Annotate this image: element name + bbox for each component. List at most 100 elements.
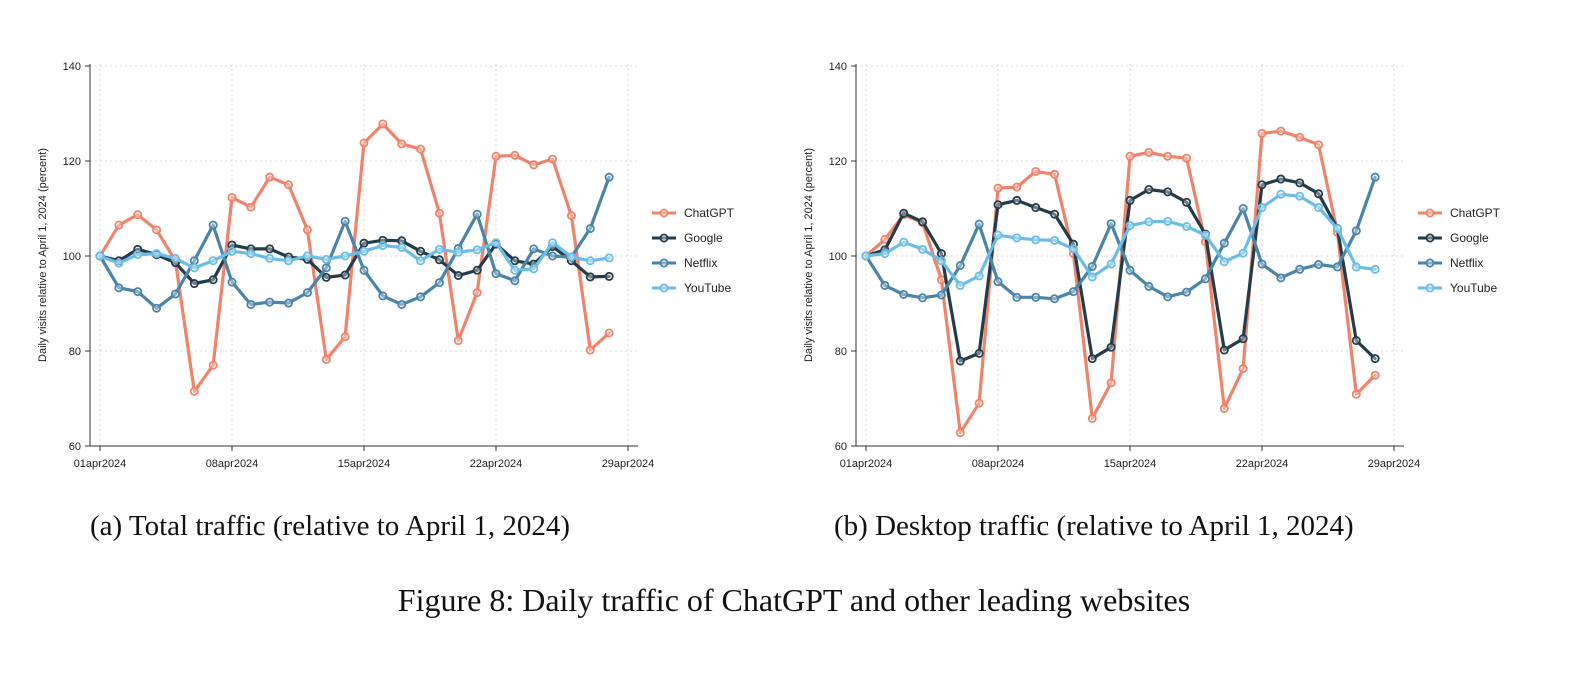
legend-item: Netflix [1418, 256, 1483, 270]
data-point [1351, 262, 1361, 272]
data-point [1370, 264, 1380, 274]
y-tick-label: 100 [829, 251, 847, 263]
data-point [955, 428, 965, 438]
data-point [208, 256, 218, 266]
data-point [918, 217, 928, 227]
data-point [1200, 230, 1210, 240]
data-point [397, 139, 407, 149]
data-point [1125, 265, 1135, 275]
y-tick-label: 80 [835, 346, 847, 358]
x-tick-label: 08apr2024 [972, 458, 1025, 470]
series-line [864, 192, 1377, 288]
data-point [529, 244, 539, 254]
data-point [340, 270, 350, 280]
legend-label: Google [1450, 231, 1489, 245]
data-point [566, 211, 576, 221]
data-point [1257, 259, 1267, 269]
data-point [95, 251, 105, 261]
data-point [302, 225, 312, 235]
data-point [899, 289, 909, 299]
data-point [548, 251, 558, 261]
series-youtube [95, 238, 614, 275]
data-point [189, 256, 199, 266]
data-point [133, 287, 143, 297]
data-point [321, 254, 331, 264]
data-point [152, 249, 162, 259]
data-point [1125, 195, 1135, 205]
data-point [1351, 389, 1361, 399]
data-point [1238, 203, 1248, 213]
data-point [1012, 233, 1022, 243]
data-point [491, 269, 501, 279]
legend-item: Google [1418, 231, 1489, 245]
data-point [491, 151, 501, 161]
data-point [1219, 403, 1229, 413]
y-tick-label: 100 [63, 251, 81, 263]
data-point [491, 238, 501, 248]
x-tick-label: 22apr2024 [470, 458, 523, 470]
figure-caption: Figure 8: Daily traffic of ChatGPT and o… [397, 582, 1191, 618]
data-point [246, 299, 256, 309]
x-tick-label: 29apr2024 [1368, 458, 1421, 470]
data-point [1219, 257, 1229, 267]
data-point [1031, 203, 1041, 213]
series-line [98, 175, 611, 310]
data-point [936, 249, 946, 259]
data-point [1031, 235, 1041, 245]
data-point [1182, 222, 1192, 232]
data-point [566, 252, 576, 262]
data-point [416, 256, 426, 266]
x-tick-label: 01apr2024 [74, 458, 127, 470]
data-point [152, 303, 162, 313]
data-point [302, 251, 312, 261]
legend: ChatGPT Google Netflix YouTube [652, 206, 735, 295]
data-point [208, 360, 218, 370]
data-point [585, 256, 595, 266]
data-point [604, 253, 614, 263]
data-point [880, 280, 890, 290]
data-point [1144, 281, 1154, 291]
x-tick-label: 29apr2024 [602, 458, 655, 470]
data-point [1012, 292, 1022, 302]
legend-label: YouTube [684, 281, 731, 295]
data-point [114, 258, 124, 268]
data-point [265, 253, 275, 263]
data-point [378, 291, 388, 301]
subcaption-a: (a) Total traffic (relative to April 1, … [90, 510, 571, 542]
series-line [98, 122, 611, 393]
data-point [284, 298, 294, 308]
data-point [1012, 195, 1022, 205]
y-tick-label: 120 [829, 156, 847, 168]
data-point [189, 263, 199, 273]
data-point [1163, 292, 1173, 302]
data-point [585, 345, 595, 355]
data-point [529, 160, 539, 170]
plot-area: 60 80 100 120 140 01apr2024 08apr2024 15apr2024… [803, 61, 1420, 470]
data-point [1295, 191, 1305, 201]
legend-swatch-marker [659, 283, 669, 293]
chart-b: 60 80 100 120 140 01apr2024 08apr2024 15apr2024… [803, 61, 1501, 470]
data-point [1087, 272, 1097, 282]
data-point [265, 297, 275, 307]
data-point [585, 272, 595, 282]
data-point [918, 293, 928, 303]
data-point [246, 202, 256, 212]
data-point [472, 265, 482, 275]
x-tick-label: 22apr2024 [1236, 458, 1289, 470]
data-point [993, 277, 1003, 287]
data-point [397, 299, 407, 309]
y-axis-label: Daily visits relative to April 1, 2024 (… [803, 148, 815, 362]
data-point [955, 356, 965, 366]
data-point [1144, 217, 1154, 227]
data-point [1031, 292, 1041, 302]
data-point [340, 216, 350, 226]
data-point [936, 256, 946, 266]
data-point [936, 290, 946, 300]
legend-item: ChatGPT [652, 206, 735, 220]
data-point [1087, 413, 1097, 423]
data-point [1144, 147, 1154, 157]
data-point [1050, 169, 1060, 179]
data-point [604, 172, 614, 182]
data-point [472, 209, 482, 219]
data-point [397, 242, 407, 252]
